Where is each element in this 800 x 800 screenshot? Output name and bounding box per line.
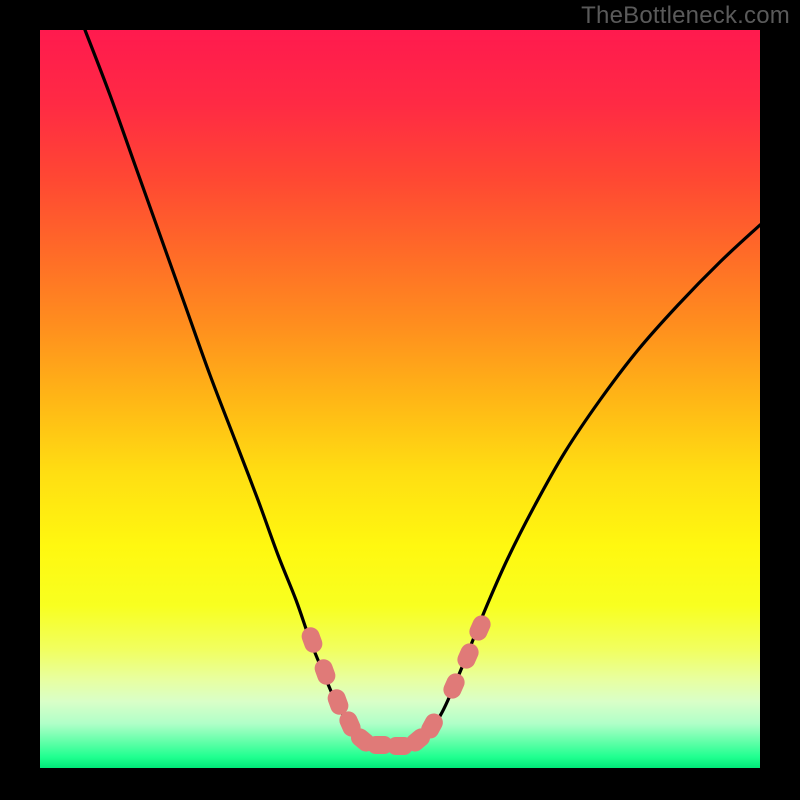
bottleneck-chart <box>0 0 800 800</box>
plot-background <box>40 30 760 768</box>
chart-container: TheBottleneck.com <box>0 0 800 800</box>
watermark-label: TheBottleneck.com <box>581 2 790 30</box>
